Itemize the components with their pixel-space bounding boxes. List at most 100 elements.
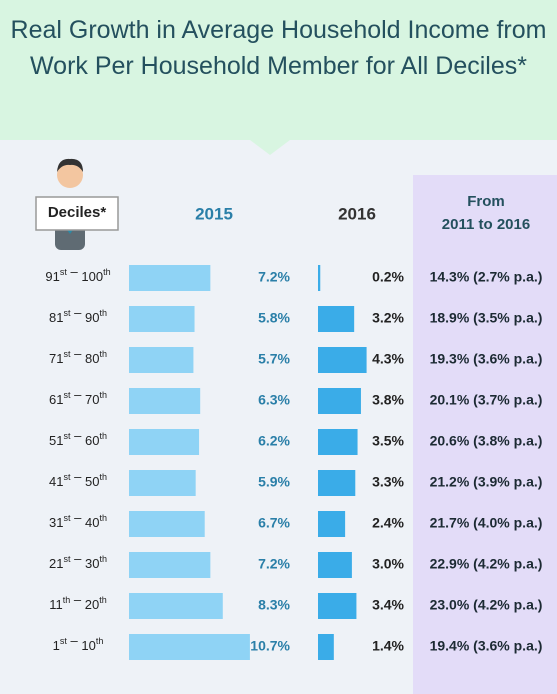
bar — [318, 634, 334, 660]
category-number: 41 — [49, 474, 63, 489]
growth-column-band — [413, 175, 557, 694]
value-label: 5.7% — [258, 351, 290, 367]
category-number: 11 — [49, 597, 63, 612]
dash: – — [71, 346, 85, 361]
category-number: 71 — [49, 351, 63, 366]
category-suffix: th — [99, 595, 107, 605]
category-suffix: st — [60, 636, 68, 646]
category-suffix: th — [99, 431, 107, 441]
value-label: 10.7% — [250, 638, 290, 654]
value-label: 6.7% — [258, 515, 290, 531]
bar — [129, 552, 211, 578]
category-number: 70 — [85, 392, 99, 407]
category-number: 21 — [49, 556, 63, 571]
dash: – — [71, 469, 85, 484]
category-number: 91 — [45, 269, 59, 284]
growth-value: 22.9% (4.2% p.a.) — [430, 556, 543, 572]
bar — [318, 470, 356, 496]
category-suffix: st — [64, 349, 72, 359]
bar — [129, 511, 205, 537]
category-suffix: st — [64, 554, 72, 564]
category-suffix: th — [99, 513, 107, 523]
growth-value: 21.7% (4.0% p.a.) — [430, 515, 543, 531]
category-label: 91st – 100th — [45, 264, 110, 284]
category-suffix: th — [103, 267, 111, 277]
category-label: 31st – 40th — [49, 510, 107, 530]
category-suffix: st — [64, 308, 72, 318]
bar — [129, 470, 196, 496]
category-number: 90 — [85, 310, 99, 325]
category-suffix: st — [64, 472, 72, 482]
bar — [129, 347, 194, 373]
growth-header: 2011 to 2016 — [442, 216, 530, 233]
bar — [129, 306, 195, 332]
dash: – — [71, 510, 85, 525]
category-number: 40 — [85, 515, 99, 530]
bar — [318, 511, 346, 537]
category-suffix: th — [99, 308, 107, 318]
value-label: 3.0% — [372, 556, 404, 572]
category-suffix: st — [64, 390, 72, 400]
dash: – — [71, 305, 85, 320]
category-label: 41st – 50th — [49, 469, 107, 489]
category-number: 81 — [49, 310, 63, 325]
value-label: 5.8% — [258, 310, 290, 326]
value-label: 7.2% — [258, 269, 290, 285]
dash: – — [67, 633, 81, 648]
bar — [129, 388, 201, 414]
category-suffix: th — [63, 595, 71, 605]
category-label: 11th – 20th — [49, 592, 106, 612]
category-number: 20 — [85, 597, 99, 612]
category-number: 1 — [53, 638, 60, 653]
category-suffix: st — [64, 431, 72, 441]
growth-value: 18.9% (3.5% p.a.) — [430, 310, 543, 326]
category-number: 30 — [85, 556, 99, 571]
value-label: 3.3% — [372, 474, 404, 490]
category-label: 71st – 80th — [49, 346, 107, 366]
dash: – — [71, 428, 85, 443]
value-label: 8.3% — [258, 597, 290, 613]
value-label: 4.3% — [372, 351, 404, 367]
value-label: 6.2% — [258, 433, 290, 449]
dash: – — [71, 387, 85, 402]
value-label: 6.3% — [258, 392, 290, 408]
category-number: 31 — [49, 515, 63, 530]
bar — [318, 593, 357, 619]
category-number: 61 — [49, 392, 63, 407]
bar — [318, 388, 361, 414]
growth-value: 23.0% (4.2% p.a.) — [430, 597, 543, 613]
value-label: 0.2% — [372, 269, 404, 285]
growth-header: From — [467, 193, 505, 210]
category-label: 21st – 30th — [49, 551, 107, 571]
series-header: 2016 — [338, 204, 376, 223]
category-label: 81st – 90th — [49, 305, 107, 325]
category-header-box — [35, 196, 119, 231]
category-label: 51st – 60th — [49, 428, 107, 448]
dash: – — [67, 264, 81, 279]
category-suffix: th — [96, 636, 104, 646]
growth-value: 19.3% (3.6% p.a.) — [430, 351, 543, 367]
category-number: 80 — [85, 351, 99, 366]
category-number: 10 — [81, 638, 95, 653]
bar — [129, 265, 211, 291]
category-number: 51 — [49, 433, 63, 448]
growth-value: 21.2% (3.9% p.a.) — [430, 474, 543, 490]
bar — [129, 634, 250, 660]
chart-title: Real Growth in Average Household Income … — [10, 16, 547, 80]
value-label: 5.9% — [258, 474, 290, 490]
growth-value: 20.1% (3.7% p.a.) — [430, 392, 543, 408]
category-number: 50 — [85, 474, 99, 489]
category-suffix: st — [64, 513, 72, 523]
category-suffix: st — [60, 267, 68, 277]
series-header: 2015 — [195, 204, 233, 223]
bar — [318, 306, 355, 332]
value-label: 1.4% — [372, 638, 404, 654]
category-suffix: th — [99, 390, 107, 400]
value-label: 7.2% — [258, 556, 290, 572]
bar — [318, 552, 352, 578]
category-number: 60 — [85, 433, 99, 448]
dash: – — [71, 551, 85, 566]
title-band — [0, 0, 557, 140]
